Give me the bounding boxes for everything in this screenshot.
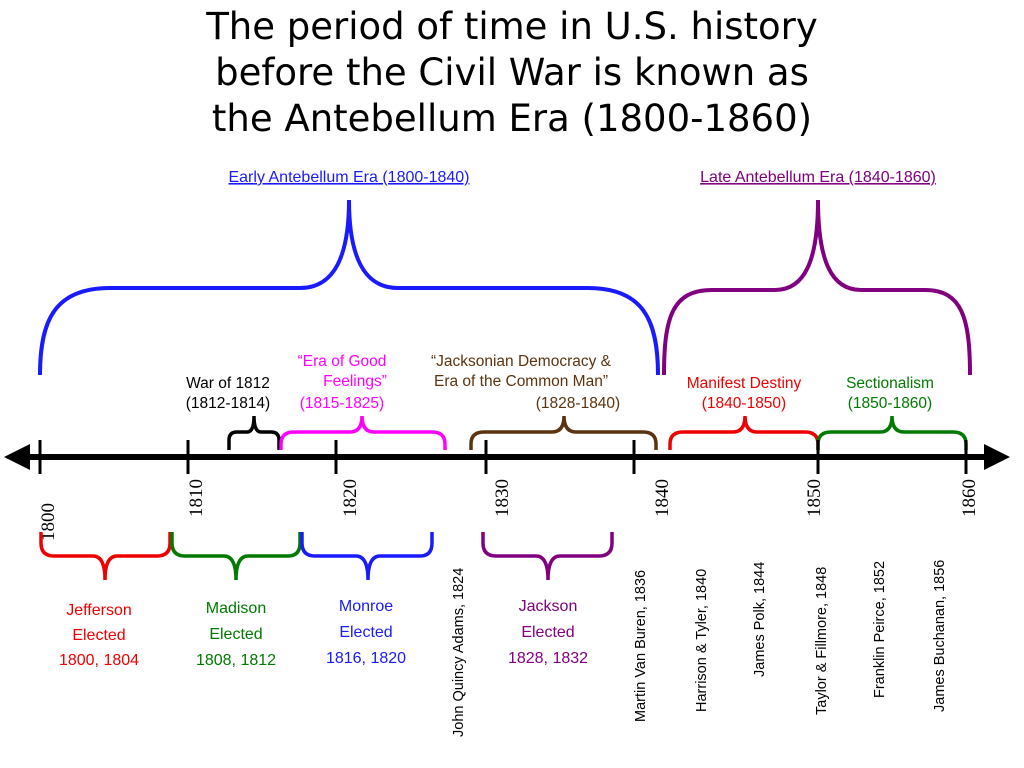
late-era-label: Late Antebellum Era (1840-1860) xyxy=(700,169,936,186)
good-feelings-label: “Era of Good Feelings” (1815-1825) xyxy=(298,353,387,412)
monroe-label: Monroe Elected 1816, 1820 xyxy=(326,598,406,667)
year-1860: 1860 xyxy=(959,479,980,517)
president-labels: John Quincy Adams, 1824 Martin Van Buren… xyxy=(451,560,948,737)
svg-text:(1850-1860): (1850-1860) xyxy=(848,395,932,412)
early-era-brace xyxy=(38,199,660,376)
early-era-label: Early Antebellum Era (1800-1840) xyxy=(228,169,469,186)
svg-text:(1840-1850): (1840-1850) xyxy=(702,395,786,412)
manifest-destiny-brace xyxy=(668,415,820,450)
year-1800: 1800 xyxy=(38,503,59,541)
svg-text:Monroe: Monroe xyxy=(339,598,393,615)
svg-text:Jackson: Jackson xyxy=(519,598,578,615)
polk-label: James Polk, 1844 xyxy=(752,562,768,677)
axis-left-arrow xyxy=(4,444,30,470)
year-1850: 1850 xyxy=(804,479,825,517)
axis-right-arrow xyxy=(984,444,1010,470)
svg-text:Era of the Common Man”: Era of the Common Man” xyxy=(434,373,608,390)
harrison-tyler-label: Harrison & Tyler, 1840 xyxy=(694,569,710,712)
year-1830: 1830 xyxy=(492,479,513,517)
svg-text:(1828-1840): (1828-1840) xyxy=(536,395,620,412)
year-labels: 1800 1810 1820 1830 1840 1850 1860 xyxy=(38,479,980,541)
madison-label: Madison Elected 1808, 1812 xyxy=(196,600,276,669)
svg-text:“Jacksonian Democracy &: “Jacksonian Democracy & xyxy=(431,353,612,370)
good-feelings-brace xyxy=(279,415,447,450)
jacksonian-label: “Jacksonian Democracy & Era of the Commo… xyxy=(431,353,620,412)
svg-text:Sectionalism: Sectionalism xyxy=(846,375,934,392)
svg-text:Elected: Elected xyxy=(72,627,125,644)
svg-text:Madison: Madison xyxy=(206,600,266,617)
svg-text:1828, 1832: 1828, 1832 xyxy=(508,650,588,667)
van-buren-label: Martin Van Buren, 1836 xyxy=(633,570,649,722)
madison-brace xyxy=(170,532,302,581)
late-era-brace xyxy=(662,199,972,376)
svg-text:1808, 1812: 1808, 1812 xyxy=(196,652,276,669)
jackson-brace xyxy=(481,532,614,581)
war-1812-label: War of 1812 (1812-1814) xyxy=(186,375,270,412)
svg-text:War of 1812: War of 1812 xyxy=(186,375,270,392)
jackson-label: Jackson Elected 1828, 1832 xyxy=(508,598,588,667)
sectionalism-brace xyxy=(816,415,968,450)
svg-text:1816, 1820: 1816, 1820 xyxy=(326,650,406,667)
title-line-3: the Antebellum Era (1800-1860) xyxy=(211,97,813,140)
jefferson-brace xyxy=(39,532,172,581)
title-line-1: The period of time in U.S. history xyxy=(206,5,818,48)
monroe-brace xyxy=(300,532,434,581)
svg-text:Elected: Elected xyxy=(209,626,262,643)
adams-label: John Quincy Adams, 1824 xyxy=(451,568,467,737)
year-1820: 1820 xyxy=(340,479,361,517)
svg-text:(1815-1825): (1815-1825) xyxy=(300,395,384,412)
title-line-2: before the Civil War is known as xyxy=(215,51,809,94)
jefferson-label: Jefferson Elected 1800, 1804 xyxy=(59,602,139,669)
axis-ticks xyxy=(38,440,968,474)
manifest-destiny-label: Manifest Destiny (1840-1850) xyxy=(687,375,802,412)
buchanan-label: James Buchanan, 1856 xyxy=(932,560,948,712)
svg-text:Elected: Elected xyxy=(521,624,574,641)
svg-text:Manifest Destiny: Manifest Destiny xyxy=(687,375,802,392)
svg-text:Feelings”: Feelings” xyxy=(323,373,387,390)
svg-text:Elected: Elected xyxy=(339,624,392,641)
slide-title: The period of time in U.S. history befor… xyxy=(0,4,1024,142)
year-1810: 1810 xyxy=(186,479,207,517)
svg-text:1800, 1804: 1800, 1804 xyxy=(59,652,139,669)
svg-text:(1812-1814): (1812-1814) xyxy=(186,395,270,412)
svg-text:“Era of Good: “Era of Good xyxy=(298,353,387,370)
year-1840: 1840 xyxy=(652,479,673,517)
jacksonian-brace xyxy=(469,415,658,450)
svg-text:Jefferson: Jefferson xyxy=(66,602,132,619)
sectionalism-label: Sectionalism (1850-1860) xyxy=(846,375,934,412)
war-1812-brace xyxy=(227,415,281,450)
pierce-label: Franklin Peirce, 1852 xyxy=(872,561,888,698)
taylor-fillmore-label: Taylor & Fillmore, 1848 xyxy=(814,567,830,715)
